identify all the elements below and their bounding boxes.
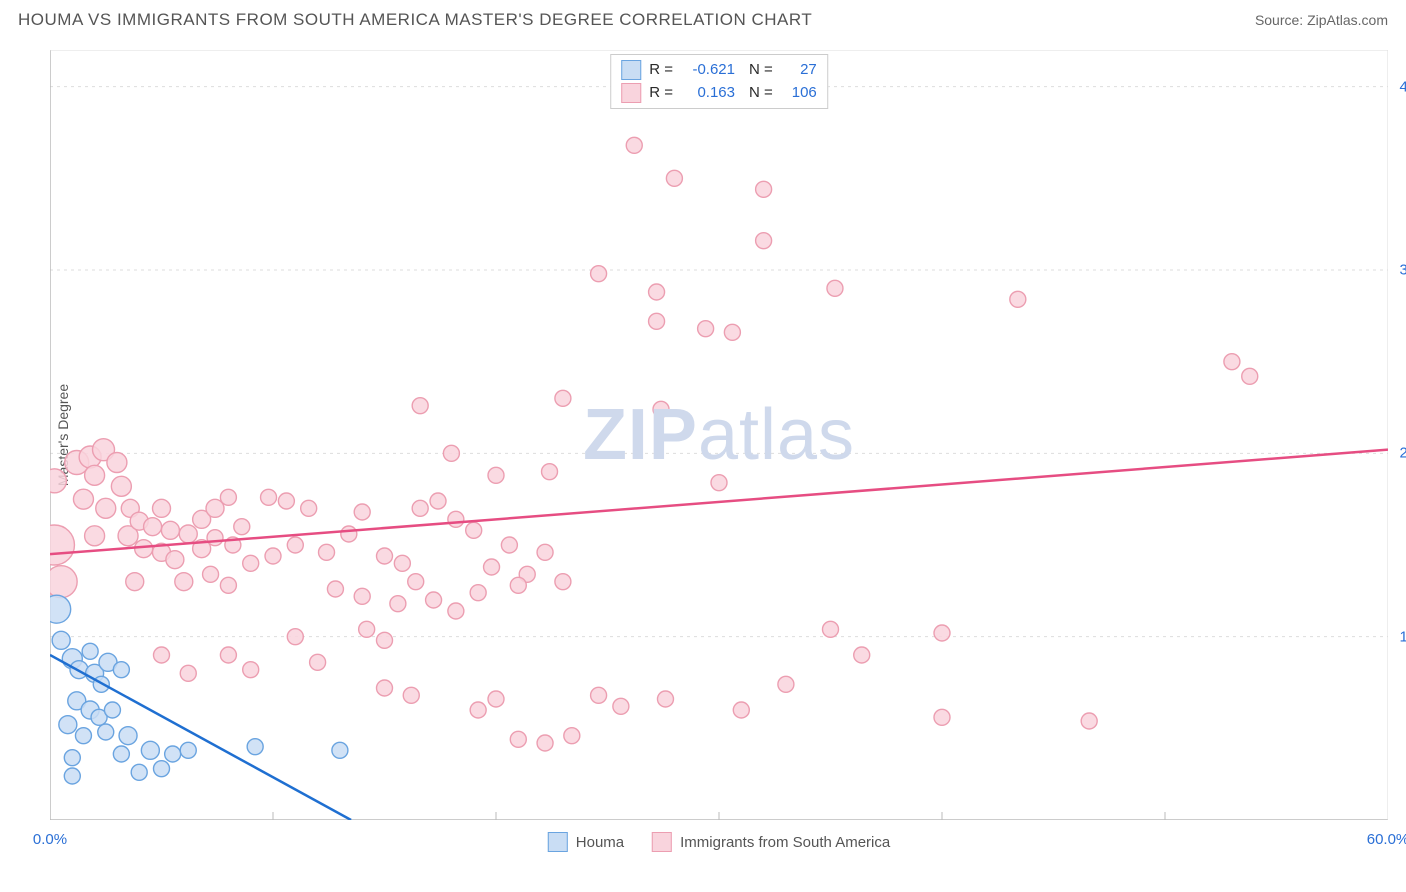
legend-swatch-houma (621, 60, 641, 80)
r-label: R = (649, 82, 673, 105)
legend-swatch-immigrants (652, 832, 672, 852)
source-name: ZipAtlas.com (1307, 12, 1388, 28)
chart-title: HOUMA VS IMMIGRANTS FROM SOUTH AMERICA M… (18, 10, 812, 30)
r-label: R = (649, 59, 673, 82)
y-tick-label: 30.0% (1399, 262, 1406, 279)
chart-area: Master's Degree ZIPatlas R = -0.621 N = … (50, 50, 1388, 820)
correlation-legend: R = -0.621 N = 27 R = 0.163 N = 106 (610, 54, 828, 109)
x-tick-label: 0.0% (33, 831, 67, 848)
n-label: N = (749, 82, 773, 105)
y-tick-label: 20.0% (1399, 445, 1406, 462)
legend-label-houma: Houma (576, 834, 624, 851)
y-tick-label: 40.0% (1399, 78, 1406, 95)
source-prefix: Source: (1255, 12, 1307, 28)
n-label: N = (749, 59, 773, 82)
y-tick-label: 10.0% (1399, 628, 1406, 645)
n-value-immigrants: 106 (781, 82, 817, 105)
scatter-plot (50, 50, 1388, 820)
legend-row-houma: R = -0.621 N = 27 (621, 59, 817, 82)
series-legend: Houma Immigrants from South America (548, 832, 890, 852)
source-attribution: Source: ZipAtlas.com (1255, 12, 1388, 28)
n-value-houma: 27 (781, 59, 817, 82)
legend-row-immigrants: R = 0.163 N = 106 (621, 82, 817, 105)
legend-item-immigrants: Immigrants from South America (652, 832, 890, 852)
legend-swatch-immigrants (621, 83, 641, 103)
legend-swatch-houma (548, 832, 568, 852)
legend-label-immigrants: Immigrants from South America (680, 834, 890, 851)
x-tick-label: 60.0% (1367, 831, 1406, 848)
r-value-immigrants: 0.163 (681, 82, 735, 105)
chart-header: HOUMA VS IMMIGRANTS FROM SOUTH AMERICA M… (0, 0, 1406, 34)
legend-item-houma: Houma (548, 832, 624, 852)
r-value-houma: -0.621 (681, 59, 735, 82)
